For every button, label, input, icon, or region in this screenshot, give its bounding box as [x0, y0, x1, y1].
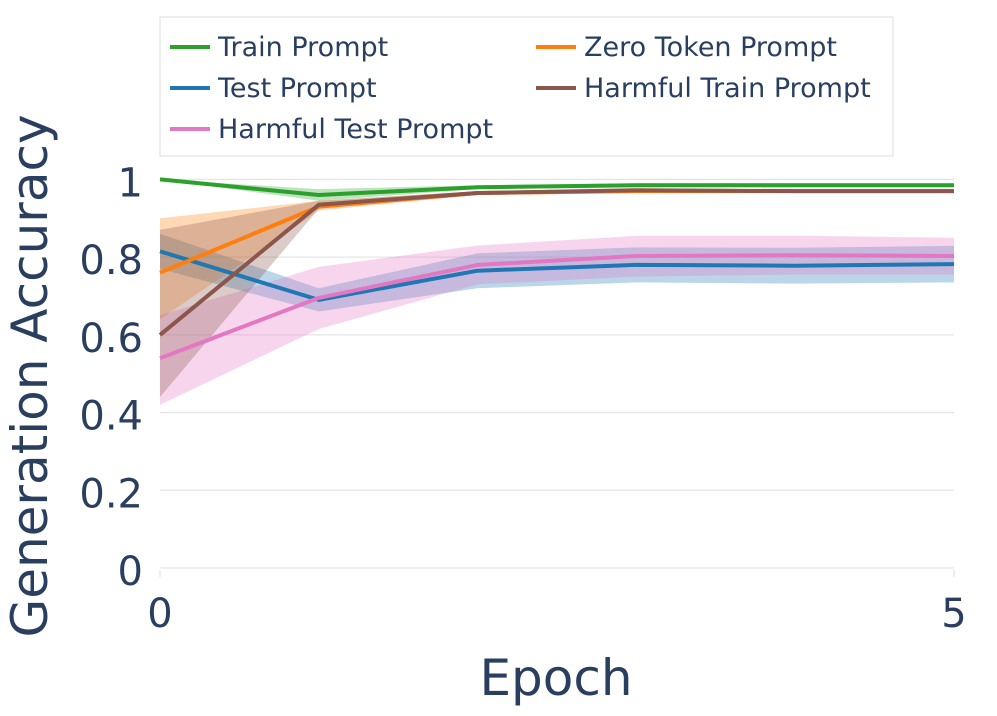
legend-items: Train Prompt Zero Token Prompt Test Prompt… — [170, 32, 871, 145]
series-line — [159, 249, 955, 302]
grid — [160, 178, 954, 569]
y-tick-label: 0 — [118, 549, 143, 595]
legend-label: Train Prompt — [217, 32, 388, 63]
series-line — [159, 177, 954, 197]
y-tick-label: 0.4 — [79, 394, 143, 440]
series-line — [158, 188, 954, 337]
legend-label: Harmful Train Prompt — [584, 73, 871, 104]
x-axis-label: Epoch — [479, 649, 632, 707]
legend: Train Prompt Zero Token Prompt Test Prompt… — [159, 16, 894, 157]
legend-box — [159, 16, 894, 157]
series-lines — [158, 177, 955, 361]
legend-label: Harmful Test Prompt — [218, 114, 493, 145]
x-tick-label: 5 — [941, 591, 966, 637]
legend-label: Test Prompt — [217, 73, 377, 104]
y-tick-label: 0.2 — [79, 471, 143, 517]
y-axis-ticks: 0 0.2 0.4 0.6 0.8 1 — [79, 160, 143, 595]
x-tick-label: 0 — [147, 591, 172, 637]
y-tick-label: 0.8 — [79, 238, 143, 284]
legend-label: Zero Token Prompt — [584, 32, 837, 63]
y-axis-label: Generation Accuracy — [1, 114, 59, 637]
confidence-band — [160, 235, 954, 405]
confidence-bands — [160, 179, 954, 405]
y-tick-label: 0.6 — [79, 316, 143, 362]
series-line — [159, 253, 955, 361]
y-tick-label: 1 — [118, 160, 143, 206]
